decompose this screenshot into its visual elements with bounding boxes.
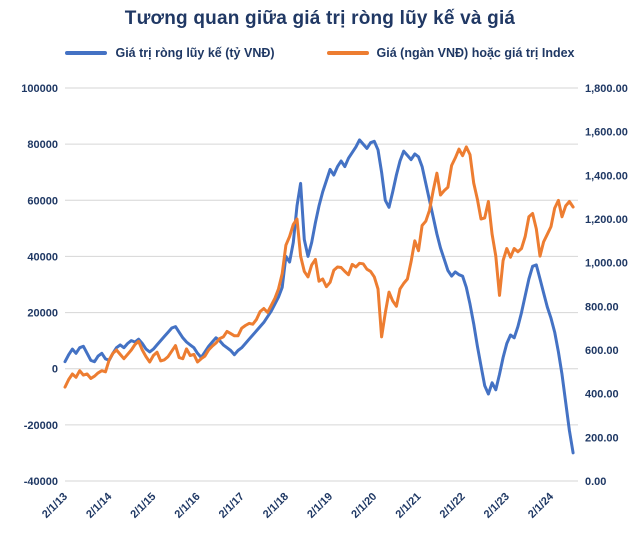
legend-item-price: Giá (ngàn VNĐ) hoặc giá trị Index [326, 46, 575, 60]
x-axis-tick: 2/1/13 [40, 491, 70, 521]
y-axis-left-tick: 40000 [27, 251, 58, 263]
y-axis-right-tick: 1,400.00 [585, 170, 628, 182]
x-axis-tick: 2/1/24 [526, 490, 557, 521]
x-axis-tick: 2/1/19 [305, 491, 335, 521]
y-axis-left-tick: 80000 [27, 139, 58, 151]
series-line-net-value [63, 138, 575, 455]
y-axis-right-tick: 1,000.00 [585, 258, 628, 270]
legend-label-price: Giá (ngàn VNĐ) hoặc giá trị Index [376, 46, 575, 60]
x-axis-tick: 2/1/14 [84, 490, 115, 521]
y-axis-right-tick: 1,800.00 [585, 83, 628, 95]
x-axis-tick: 2/1/20 [349, 491, 379, 521]
y-axis-right-tick: 400.00 [585, 389, 619, 401]
y-axis-left-tick: 60000 [27, 195, 58, 207]
chart-title: Tương quan giữa giá trị ròng lũy kế và g… [124, 8, 516, 29]
chart-legend: Giá trị ròng lũy kế (tỷ VNĐ) Giá (ngàn V… [0, 46, 640, 60]
y-axis-left-tick: -40000 [24, 476, 58, 488]
y-axis-right-tick: 600.00 [585, 345, 619, 357]
x-axis-tick: 2/1/15 [128, 491, 158, 521]
legend-item-net-value: Giá trị ròng lũy kế (tỷ VNĐ) [65, 46, 275, 60]
y-axis-right-tick: 0.00 [585, 476, 606, 488]
x-axis-tick: 2/1/18 [261, 491, 291, 521]
y-axis-right-tick: 1,600.00 [585, 127, 628, 139]
y-axis-right-tick: 1,200.00 [585, 214, 628, 226]
legend-line-orange-icon [326, 51, 369, 55]
x-axis-labels: 2/1/13 2/1/14 2/1/15 2/1/16 2/1/17 2/1/18 2/1/… [40, 490, 557, 521]
legend-label-net-value: Giá trị ròng lũy kế (tỷ VNĐ) [115, 46, 275, 60]
y-axis-left-tick: 20000 [27, 308, 58, 320]
y-axis-left-tick: -20000 [24, 420, 58, 432]
series-line-price-index [63, 145, 575, 389]
y-axis-right-labels: 1,800.00 1,600.00 1,400.00 1,200.00 1,000.00… [585, 83, 628, 488]
x-axis-tick: 2/1/17 [217, 491, 247, 521]
x-axis-tick: 2/1/23 [482, 491, 512, 521]
x-axis-tick: 2/1/16 [173, 491, 203, 521]
y-axis-right-tick: 800.00 [585, 301, 619, 313]
y-axis-left-tick: 0 [52, 364, 58, 376]
x-axis-tick: 2/1/22 [438, 491, 468, 521]
y-axis-left-tick: 100000 [21, 83, 58, 95]
x-axis-tick: 2/1/21 [393, 491, 423, 521]
y-axis-left-labels: 100000 80000 60000 40000 20000 0 -20000 -40000 [21, 83, 58, 488]
y-axis-right-tick: 200.00 [585, 432, 619, 444]
legend-line-blue-icon [65, 51, 108, 55]
